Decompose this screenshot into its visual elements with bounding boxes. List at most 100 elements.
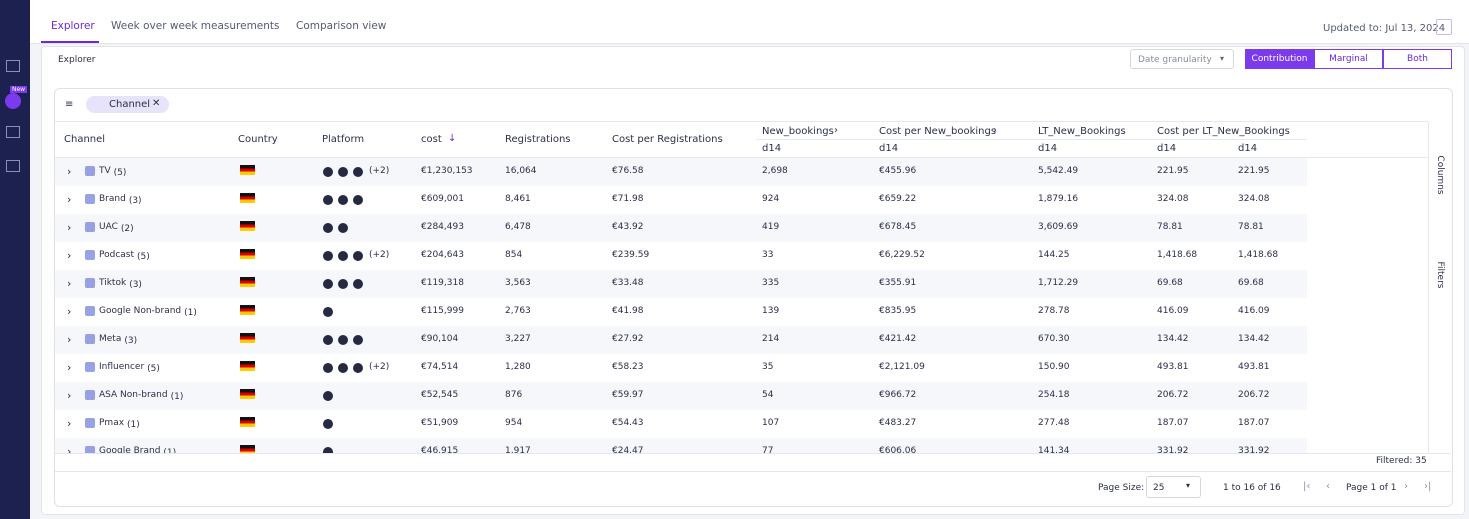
table-cell: €678.45 <box>879 222 917 232</box>
sub-border <box>756 139 1306 140</box>
tab[interactable]: Explorer <box>51 20 95 32</box>
channel-name: Meta (3) <box>99 334 138 346</box>
column-header[interactable]: Cost per LT_New_Bookings <box>1157 126 1290 137</box>
country-flag <box>240 277 255 287</box>
mode-button[interactable]: Marginal <box>1314 49 1383 69</box>
mode-button[interactable]: Both <box>1383 49 1452 69</box>
pager-button[interactable]: |‹ <box>1303 481 1311 492</box>
select-caret: ▾ <box>1220 54 1225 63</box>
group-chip[interactable] <box>86 96 169 113</box>
table-cell: 150.90 <box>1038 362 1070 372</box>
table-cell: 324.08 <box>1238 194 1270 204</box>
channel-icon <box>85 222 95 232</box>
table-cell: 1,879.16 <box>1038 194 1079 204</box>
table-cell: 187.07 <box>1238 418 1270 428</box>
nav-icon[interactable] <box>6 60 20 72</box>
table-row[interactable] <box>55 242 1307 270</box>
table-cell: 214 <box>762 334 780 344</box>
table-row[interactable] <box>55 438 1307 453</box>
column-header[interactable]: Country <box>238 134 278 145</box>
expand-chevron[interactable]: › <box>67 333 72 346</box>
table-row[interactable] <box>55 410 1307 438</box>
tab[interactable]: Comparison view <box>296 20 387 32</box>
table-cell: €59.97 <box>612 390 644 400</box>
table-cell: €606.06 <box>879 446 917 453</box>
updated-text: Updated to: Jul 13, 2024 <box>1323 23 1446 34</box>
channel-name: Google Brand (1) <box>99 446 176 453</box>
table-cell: 1,418.68 <box>1157 250 1198 260</box>
table-cell: 419 <box>762 222 780 232</box>
table-cell: €54.43 <box>612 418 644 428</box>
table-cell: 107 <box>762 418 780 428</box>
country-flag <box>240 361 255 371</box>
table-cell: €52,545 <box>421 390 459 400</box>
expand-chevron[interactable]: › <box>67 221 72 234</box>
channel-name: Tiktok (3) <box>99 278 142 290</box>
expand-chevron[interactable]: › <box>67 417 72 430</box>
page-indicator: Page 1 of 1 <box>1346 483 1397 493</box>
column-header[interactable]: Cost per New_bookings <box>879 126 997 137</box>
table-cell: 331.92 <box>1238 446 1270 453</box>
table-row[interactable] <box>55 214 1307 242</box>
column-header[interactable]: Cost per Registrations <box>612 134 723 145</box>
table-cell: €835.95 <box>879 306 917 316</box>
column-header[interactable]: LT_New_Bookings <box>1038 126 1126 137</box>
column-header[interactable]: Registrations <box>505 134 571 145</box>
column-header[interactable]: cost <box>421 134 442 145</box>
channel-count: (3) <box>129 280 142 290</box>
expand-chevron[interactable]: › <box>67 361 72 374</box>
table-cell: €90,104 <box>421 334 459 344</box>
expand-chevron[interactable]: › <box>67 389 72 402</box>
side-tab[interactable]: Filters <box>1435 261 1445 289</box>
platform-icon <box>323 447 333 453</box>
pager-button[interactable]: ‹ <box>1326 481 1330 492</box>
table-cell: 139 <box>762 306 780 316</box>
table-row[interactable] <box>55 382 1307 410</box>
table-row[interactable] <box>55 186 1307 214</box>
tab[interactable]: Week over week measurements <box>111 20 280 32</box>
page-size-select[interactable] <box>1146 476 1201 498</box>
platform-icon <box>323 307 333 317</box>
table-row[interactable] <box>55 354 1307 382</box>
expand-chevron[interactable]: › <box>67 193 72 206</box>
platform-extra: (+2) <box>369 250 390 260</box>
table-row[interactable] <box>55 298 1307 326</box>
column-header[interactable]: New_bookings <box>762 126 834 137</box>
channel-count: (1) <box>127 420 140 430</box>
table-row[interactable] <box>55 326 1307 354</box>
expand-chevron[interactable]: › <box>67 305 72 318</box>
platform-icon <box>353 335 363 345</box>
table-row[interactable] <box>55 270 1307 298</box>
nav-icon[interactable] <box>6 160 20 172</box>
expand-chevron[interactable]: › <box>67 277 72 290</box>
country-flag <box>240 221 255 231</box>
pager-button[interactable]: › <box>1404 481 1408 492</box>
nav-icon[interactable] <box>6 126 20 138</box>
table-cell: 1,418.68 <box>1238 250 1279 260</box>
table-cell: 16,064 <box>505 166 537 176</box>
column-header[interactable]: Channel <box>64 134 106 145</box>
tab-underline <box>41 41 99 43</box>
table-cell: 141.34 <box>1038 446 1070 453</box>
nav-icon-active[interactable] <box>5 93 21 109</box>
column-header[interactable]: Platform <box>322 134 365 145</box>
platform-icon <box>353 363 363 373</box>
table-cell: 3,609.69 <box>1038 222 1079 232</box>
date-select[interactable] <box>1130 49 1234 69</box>
platform-icon <box>353 279 363 289</box>
channel-name: Google Non-brand (1) <box>99 306 197 318</box>
expand-chevron[interactable]: › <box>67 165 72 178</box>
platform-icon <box>353 167 363 177</box>
country-flag <box>240 417 255 427</box>
table-row[interactable] <box>55 158 1307 186</box>
pager-button[interactable]: ›| <box>1424 481 1432 492</box>
side-tab[interactable]: Columns <box>1435 155 1445 195</box>
channel-icon <box>85 362 95 372</box>
channel-name: Pmax (1) <box>99 418 140 430</box>
table-cell: 324.08 <box>1157 194 1189 204</box>
mode-button[interactable]: Contribution <box>1245 49 1314 69</box>
expand-chevron[interactable]: › <box>67 445 72 453</box>
download-button[interactable] <box>1436 19 1452 35</box>
expand-chevron[interactable]: › <box>67 249 72 262</box>
chip-close: ✕ <box>152 98 161 109</box>
